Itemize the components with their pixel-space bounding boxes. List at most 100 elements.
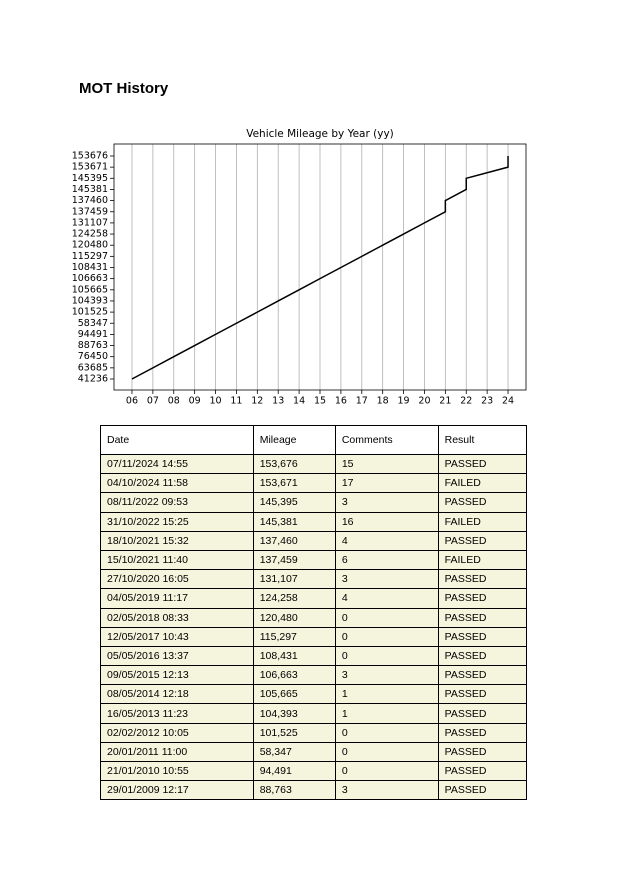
x-tick-label: 14 (293, 396, 305, 407)
table-cell: 02/02/2012 10:05 (100, 722, 254, 743)
table-cell: 124,258 (252, 588, 336, 609)
table-cell: 0 (334, 607, 439, 628)
x-tick-label: 20 (418, 396, 430, 407)
table-cell: 106,663 (252, 665, 336, 686)
table-cell: 0 (334, 722, 439, 743)
y-tick-label: 76450 (78, 351, 108, 362)
table-cell: 08/11/2022 09:53 (100, 492, 254, 513)
x-tick-label: 18 (377, 396, 389, 407)
chart-title: Vehicle Mileage by Year (yy) (246, 128, 394, 140)
y-tick-label: 101525 (72, 307, 108, 318)
x-tick-label: 17 (356, 396, 368, 407)
table-cell: 3 (334, 492, 439, 513)
table-cell: 09/05/2015 12:13 (100, 665, 254, 686)
x-tick-label: 21 (439, 396, 451, 407)
y-tick-label: 115297 (72, 251, 108, 262)
column-header: Mileage (252, 425, 336, 455)
table-cell: 05/05/2016 13:37 (100, 645, 254, 667)
y-tick-label: 106663 (72, 273, 108, 284)
x-tick-label: 16 (335, 396, 347, 407)
x-tick-label: 09 (189, 396, 201, 407)
table-cell: PASSED (437, 607, 528, 628)
table-cell: 131,107 (252, 569, 336, 590)
table-cell: 1 (334, 684, 439, 705)
x-tick-label: 19 (398, 396, 410, 407)
page-title: MOT History (79, 80, 169, 97)
table-cell: FAILED (437, 473, 528, 494)
table-cell: 120,480 (252, 607, 336, 628)
table-cell: 108,431 (252, 645, 336, 667)
column-header: Comments (334, 425, 439, 455)
table-cell: 15 (334, 453, 439, 475)
mileage-line (131, 156, 509, 380)
table-cell: 02/05/2018 08:33 (100, 607, 254, 628)
table-row: 21/01/2010 10:55 94,491 0 PASSED (100, 760, 528, 782)
x-tick-label: 07 (147, 396, 159, 407)
table-cell: 3 (334, 569, 439, 590)
table-cell: PASSED (437, 530, 528, 551)
table-cell: 21/01/2010 10:55 (100, 760, 254, 782)
y-tick-label: 120480 (72, 240, 108, 251)
table-row: 09/05/2015 12:13 106,663 3 PASSED (100, 665, 528, 686)
table-row: 18/10/2021 15:32 137,460 4 PASSED (100, 530, 528, 551)
table-row: 04/10/2024 11:58 153,671 17 FAILED (100, 473, 528, 494)
table-row: 20/01/2011 11:00 58,347 0 PASSED (100, 741, 528, 763)
table-cell: FAILED (437, 549, 528, 571)
table-cell: 4 (334, 588, 439, 609)
table-cell: 94,491 (252, 760, 336, 782)
table-cell: 16/05/2013 11:23 (100, 703, 254, 724)
table-cell: 58,347 (252, 741, 336, 763)
table-row: 29/01/2009 12:17 88,763 3 PASSED (100, 780, 528, 801)
table-row: 02/02/2012 10:05 101,525 0 PASSED (100, 722, 528, 743)
table-cell: 18/10/2021 15:32 (100, 530, 254, 551)
table-cell: PASSED (437, 492, 528, 513)
table-cell: 4 (334, 530, 439, 551)
y-tick-label: 58347 (78, 318, 108, 329)
table-cell: 0 (334, 760, 439, 782)
y-tick-label: 124258 (72, 229, 108, 240)
table-cell: 08/05/2014 12:18 (100, 684, 254, 705)
y-tick-label: 153671 (72, 162, 108, 173)
y-tick-label: 137459 (72, 206, 108, 217)
y-tick-label: 63685 (78, 362, 108, 373)
chart: Vehicle Mileage by Year (yy) 06 07 08 09 10 1… (72, 128, 527, 407)
table-cell: 153,671 (252, 473, 336, 494)
x-tick-label: 06 (126, 396, 138, 407)
table-cell: 137,459 (252, 549, 336, 571)
table-cell: 0 (334, 626, 439, 647)
y-tick-label: 104393 (72, 295, 108, 306)
table-cell: PASSED (437, 645, 528, 667)
table-cell: PASSED (437, 722, 528, 743)
table-cell: PASSED (437, 665, 528, 686)
x-tick-label: 23 (481, 396, 493, 407)
x-tick-label: 08 (168, 396, 180, 407)
column-header: Result (437, 425, 528, 455)
mot-table: Date Mileage Comments Result 07/11/2024 14:5… (100, 425, 528, 801)
y-tick-label: 145381 (72, 184, 108, 195)
table-cell: 137,460 (252, 530, 336, 551)
y-tick-label: 88763 (78, 340, 108, 351)
table-cell: FAILED (437, 511, 528, 532)
table-body: 07/11/2024 14:55 153,676 15 PASSED 04/10/202… (100, 453, 528, 801)
table-row: 07/11/2024 14:55 153,676 15 PASSED (100, 453, 528, 475)
table-cell: PASSED (437, 741, 528, 763)
plot-frame (113, 143, 527, 391)
table-cell: PASSED (437, 780, 528, 801)
table-row: 16/05/2013 11:23 104,393 1 PASSED (100, 703, 528, 724)
x-tick-label: 15 (314, 396, 326, 407)
table-cell: 15/10/2021 11:40 (100, 549, 254, 571)
table-cell: 12/05/2017 10:43 (100, 626, 254, 647)
table-cell: 04/05/2019 11:17 (100, 588, 254, 609)
table-cell: 07/11/2024 14:55 (100, 453, 254, 475)
table-row: 05/05/2016 13:37 108,431 0 PASSED (100, 645, 528, 667)
table-row: 15/10/2021 11:40 137,459 6 FAILED (100, 549, 528, 571)
table-cell: 105,665 (252, 684, 336, 705)
x-tick-label: 24 (502, 396, 514, 407)
table-cell: 29/01/2009 12:17 (100, 780, 254, 801)
y-tick-label: 105665 (72, 284, 108, 295)
table-cell: 3 (334, 780, 439, 801)
table-cell: PASSED (437, 626, 528, 647)
table-row: 08/11/2022 09:53 145,395 3 PASSED (100, 492, 528, 513)
table-cell: 3 (334, 665, 439, 686)
